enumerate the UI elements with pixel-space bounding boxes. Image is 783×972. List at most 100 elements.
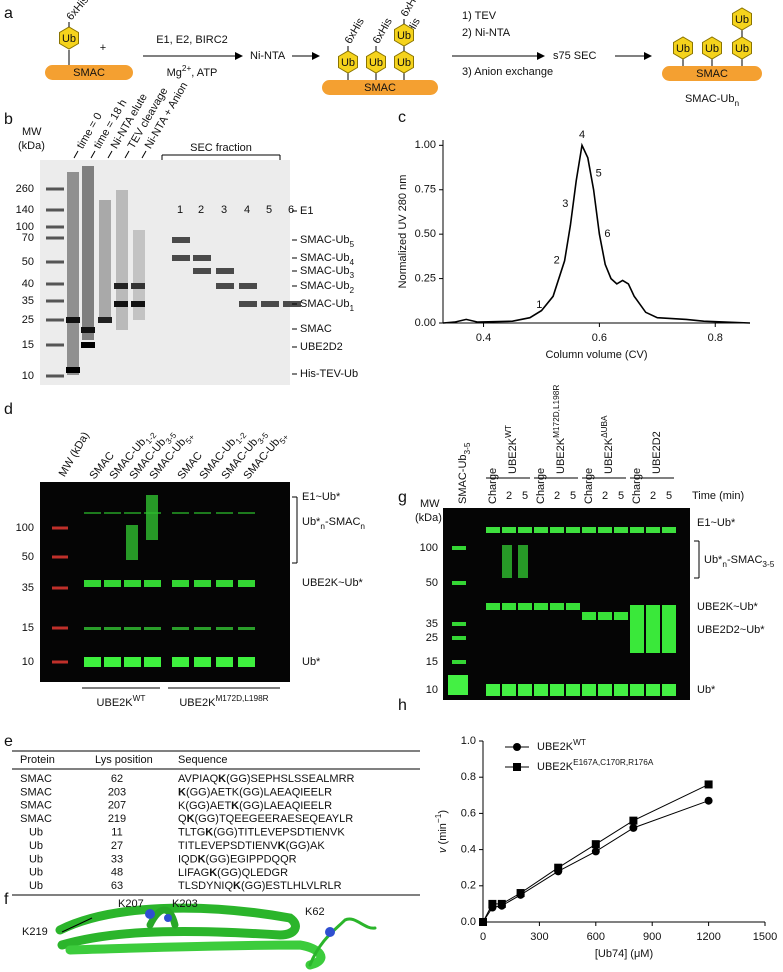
annotation: 2 <box>554 255 560 267</box>
text-part: -SMAC <box>727 554 763 566</box>
gel-lane-smear <box>67 172 79 375</box>
x-axis-label: [Ub74] (μM) <box>595 948 653 960</box>
mw-label: 50 <box>426 577 438 589</box>
gel-band <box>131 301 145 307</box>
mw-label: 35 <box>22 295 34 307</box>
mw-label: 35 <box>22 582 34 594</box>
time-label: Charge <box>631 468 643 504</box>
text-part: n <box>320 522 325 531</box>
panel-label: h <box>398 697 407 714</box>
text-part: ΔUBA <box>600 415 609 438</box>
gel-band <box>104 580 121 587</box>
band-label: E1 <box>300 205 313 217</box>
gel-band <box>566 527 580 533</box>
gel-band <box>46 236 64 240</box>
panel-label: c <box>398 109 406 126</box>
text-part: (GG)AK <box>286 840 326 852</box>
text-part: 3-5 <box>463 442 472 454</box>
gel-band <box>124 657 141 667</box>
fit-line <box>482 800 709 923</box>
ub-hexagon <box>59 26 79 50</box>
gel-band <box>172 237 190 243</box>
text-part: UBE2K <box>537 741 574 753</box>
residue-label: K203 <box>172 898 198 910</box>
column-header: Protein <box>20 754 55 766</box>
lys-cell: 63 <box>111 880 123 892</box>
text-part: SMAC-Ub <box>685 93 735 105</box>
gel-band <box>598 684 612 696</box>
sequence-cell: K(GG)AETK(GG)LAEAQIEELR <box>178 786 332 798</box>
band-label: Ub*n-SMACn <box>302 516 365 531</box>
gel-band <box>52 660 68 664</box>
data-point <box>479 918 487 926</box>
legend-label: UBE2KWT <box>537 738 586 753</box>
mw-label: 25 <box>22 314 34 326</box>
text-part: K <box>178 786 186 798</box>
panel-label: a <box>4 5 13 22</box>
gel-band <box>598 527 612 533</box>
gel-band <box>104 512 121 514</box>
text-part: UBE2K <box>179 697 216 709</box>
gel-band <box>502 603 516 610</box>
text-part: UBE2K <box>603 437 615 474</box>
x-tick-label: 900 <box>643 931 661 943</box>
y-tick-label: 0.8 <box>461 771 476 783</box>
panel-label: f <box>4 891 9 908</box>
gel-band <box>550 527 564 533</box>
gel-band <box>193 268 211 274</box>
text-part: SMAC-Ub <box>300 234 350 246</box>
data-point <box>516 889 525 898</box>
gel-band <box>614 684 628 696</box>
residue-label: K219 <box>22 926 48 938</box>
gel-band <box>662 605 676 653</box>
text-part: 3-5 <box>762 560 774 569</box>
gel-band <box>238 512 255 514</box>
mw-label: 50 <box>22 551 34 563</box>
gel-lane-smear <box>116 190 128 330</box>
gel-smear <box>502 545 512 578</box>
text-part: n <box>722 560 727 569</box>
lane-label: SMAC-Ub3-5 <box>457 442 472 504</box>
sec-title: SEC fraction <box>190 142 252 154</box>
y-tick-label: 0.25 <box>415 272 436 284</box>
lane-tick <box>141 150 147 159</box>
gel-band <box>194 580 211 587</box>
text-part: 1 <box>350 304 355 313</box>
smac-protein <box>662 66 762 81</box>
time-label: 2 <box>506 490 512 502</box>
mw-label: 10 <box>22 370 34 382</box>
x-tick-label: 1500 <box>753 931 777 943</box>
x-tick-label: 0.6 <box>592 332 607 344</box>
text-part: (GG)SEPHSLSSEALMRR <box>226 773 354 785</box>
text-part: Ub* <box>302 516 321 528</box>
band-label: UBE2D2 <box>300 341 343 353</box>
text-part: TLTG <box>178 827 205 839</box>
lys-cell: 62 <box>111 773 123 785</box>
gel-band <box>452 581 466 585</box>
text-part: SMAC-Ub <box>300 298 350 310</box>
gel-band <box>486 527 500 533</box>
gel-band <box>452 546 466 550</box>
gel-band <box>216 512 233 514</box>
sequence-cell: IQDK(GG)EGIPPDQQR <box>178 853 297 865</box>
data-line <box>442 142 751 324</box>
gel-band <box>194 627 211 630</box>
mw-label: 15 <box>22 622 34 634</box>
mw-label: 15 <box>426 656 438 668</box>
data-point <box>591 840 600 849</box>
lys-cell: 48 <box>111 867 123 879</box>
fraction-label: 6 <box>288 204 294 216</box>
gel-band <box>630 527 644 533</box>
sequence-cell: TLTGK(GG)TITLEVEPSDTIENVK <box>178 827 345 839</box>
ub-label: Ub <box>735 14 749 26</box>
time-label: Charge <box>535 468 547 504</box>
gel-band <box>52 586 68 590</box>
band-label: E1~Ub* <box>697 517 736 529</box>
gel-band <box>582 684 596 696</box>
lys-cell: 207 <box>108 800 126 812</box>
ub-label: Ub <box>705 43 719 55</box>
text-part: TLSDYNIQ <box>178 880 233 892</box>
text-part: (GG)TQEEGEERAESEQEAYLR <box>195 813 354 825</box>
gel-band <box>550 603 564 610</box>
